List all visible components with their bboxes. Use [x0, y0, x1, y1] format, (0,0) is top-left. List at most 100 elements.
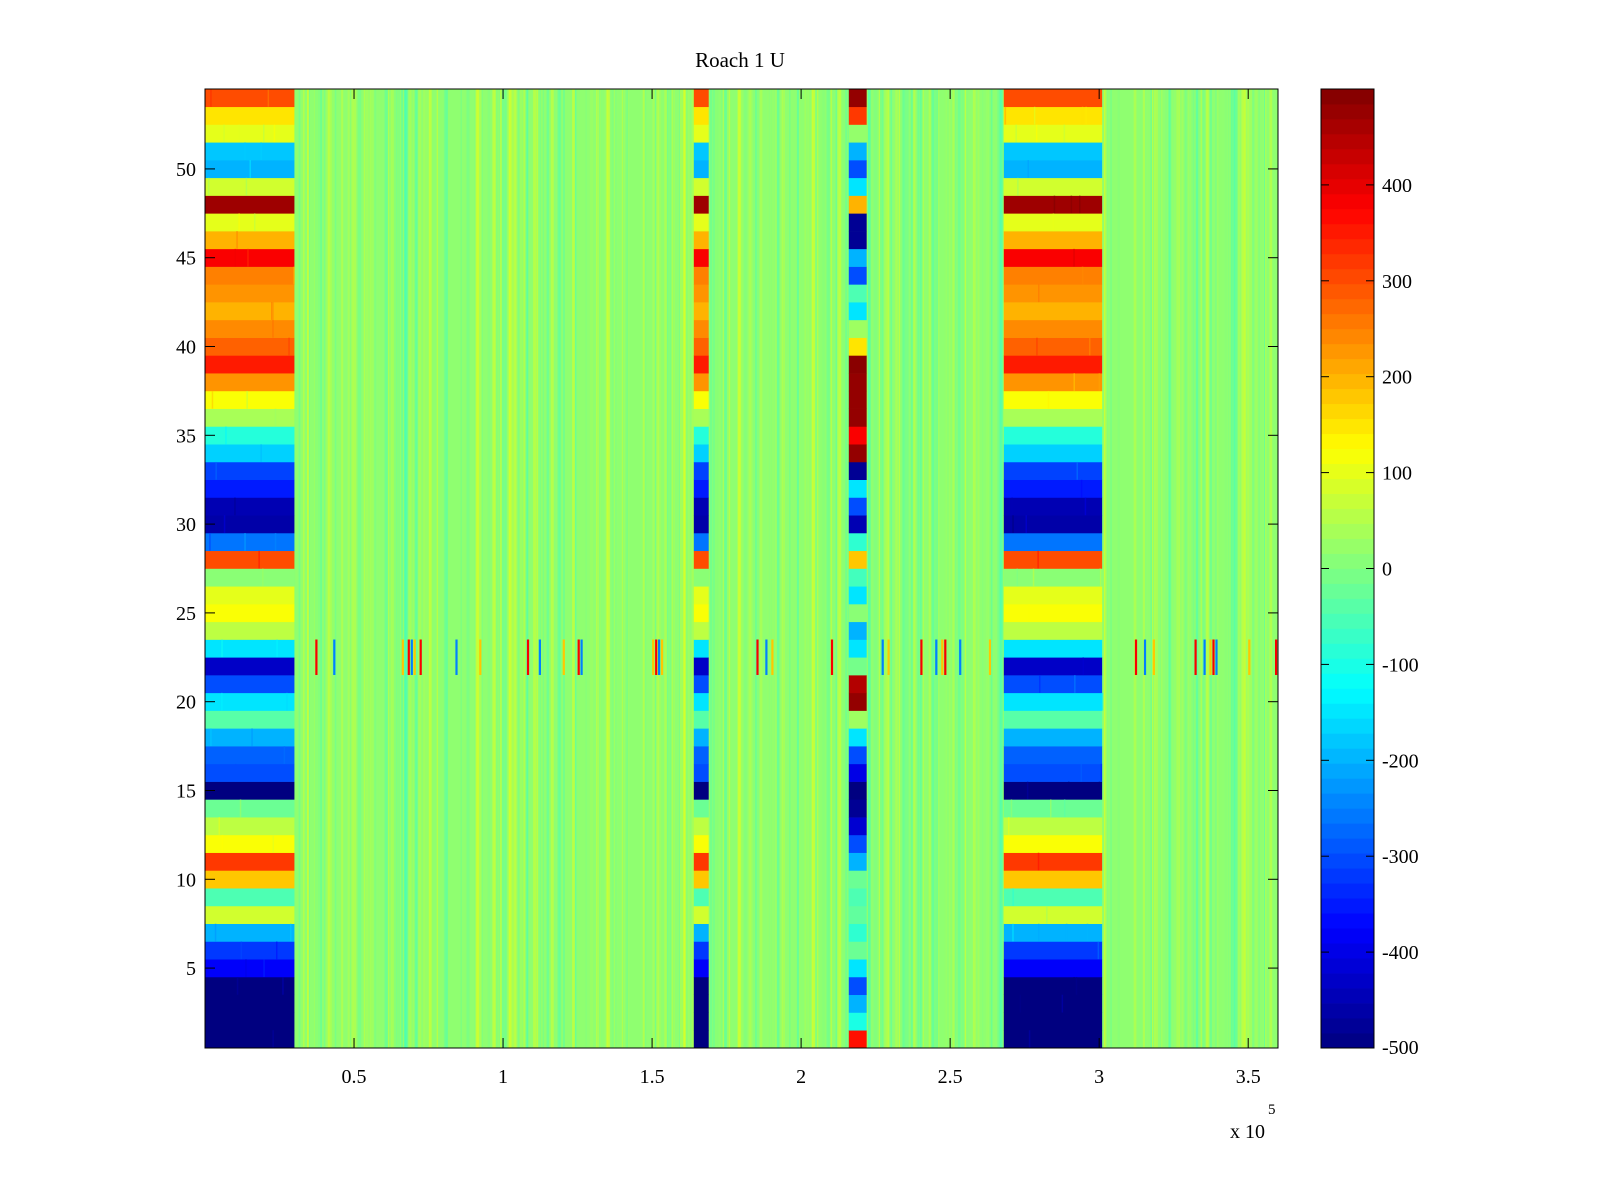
- noise-column: [724, 89, 728, 1048]
- noise-column: [601, 89, 604, 1048]
- heatmap-cell: [205, 319, 295, 338]
- band-texture: [1065, 923, 1068, 942]
- heatmap-cell: [848, 923, 867, 942]
- colorbar-step: [1321, 628, 1374, 644]
- noise-column: [913, 89, 916, 1048]
- y-tick-label: 25: [176, 603, 196, 625]
- spike-mark: [333, 639, 336, 675]
- noise-column: [332, 89, 336, 1048]
- heatmap-cell: [693, 941, 709, 960]
- noise-column: [397, 89, 400, 1048]
- band-texture: [1073, 373, 1075, 391]
- heatmap-cell: [693, 213, 709, 232]
- noise-column: [685, 89, 688, 1048]
- noise-column: [767, 89, 770, 1048]
- noise-column: [867, 89, 871, 1048]
- heatmap-cell: [205, 941, 295, 960]
- band-texture: [1098, 373, 1101, 391]
- colorbar-gradient: [1321, 89, 1374, 1049]
- noise-column: [753, 89, 756, 1048]
- heatmap-cell: [693, 177, 709, 196]
- noise-column: [755, 89, 757, 1048]
- heatmap-cell: [205, 479, 295, 498]
- heatmap-cell: [848, 1030, 867, 1049]
- noise-column: [921, 89, 924, 1048]
- noise-column: [341, 89, 343, 1048]
- heatmap-cell: [848, 106, 867, 125]
- noise-column: [1110, 89, 1112, 1048]
- noise-column: [1183, 89, 1185, 1048]
- heatmap-cell: [693, 817, 709, 836]
- colorbar-step: [1321, 868, 1374, 884]
- band-texture: [1080, 479, 1083, 498]
- band-texture: [1098, 781, 1101, 800]
- spike-mark: [580, 639, 583, 675]
- heatmap-cell: [693, 763, 709, 782]
- noise-column: [360, 89, 363, 1048]
- noise-column: [1216, 89, 1219, 1048]
- noise-column: [817, 89, 819, 1048]
- heatmap-cell: [848, 515, 867, 534]
- heatmap-cell: [205, 373, 295, 392]
- noise-column: [1224, 89, 1227, 1048]
- noise-column: [999, 89, 1003, 1048]
- noise-column: [323, 89, 326, 1048]
- heatmap-cell: [848, 1012, 867, 1031]
- noise-column: [1181, 89, 1184, 1048]
- colorbar-step: [1321, 883, 1374, 899]
- heatmap-cell: [848, 746, 867, 765]
- heatmap-cell: [693, 497, 709, 516]
- band-texture: [1037, 550, 1039, 569]
- noise-column: [658, 89, 662, 1048]
- noise-column: [680, 89, 684, 1048]
- spike-mark: [413, 639, 416, 675]
- heatmap-cell: [205, 692, 295, 711]
- noise-column: [1206, 89, 1208, 1048]
- band-texture: [218, 817, 220, 835]
- band-texture: [246, 390, 248, 409]
- noise-column: [776, 89, 780, 1048]
- x-tick-label: 2.5: [938, 1066, 963, 1088]
- noise-column: [515, 89, 518, 1048]
- noise-column: [318, 89, 322, 1048]
- noise-column: [542, 89, 544, 1048]
- heatmap-cell: [848, 479, 867, 498]
- noise-column: [541, 89, 543, 1048]
- noise-column: [558, 89, 562, 1048]
- noise-column: [668, 89, 671, 1048]
- heatmap-cell: [848, 408, 867, 427]
- noise-column: [512, 89, 514, 1048]
- band-texture: [1025, 515, 1027, 533]
- spike-mark: [1203, 639, 1206, 675]
- noise-column: [878, 89, 881, 1048]
- heatmap-cell: [205, 657, 295, 676]
- noise-column: [510, 89, 514, 1048]
- colorbar-step: [1321, 328, 1374, 345]
- heatmap-cell: [1003, 621, 1103, 640]
- heatmap-cell: [848, 692, 867, 711]
- colorbar-step: [1321, 823, 1374, 839]
- heatmap-cell: [205, 888, 295, 907]
- noise-column: [1251, 89, 1254, 1048]
- colorbar-step: [1321, 1003, 1374, 1019]
- x-tick-label: 1.5: [640, 1066, 665, 1088]
- heatmap-cell: [693, 248, 709, 267]
- band-texture: [1099, 568, 1101, 587]
- heatmap-cell: [848, 284, 867, 303]
- heatmap-cell: [848, 195, 867, 214]
- band-texture: [1073, 976, 1075, 995]
- heatmap-cell: [693, 959, 709, 978]
- band-texture: [235, 763, 237, 782]
- heatmap-cell: [693, 426, 709, 445]
- noise-column: [439, 89, 443, 1048]
- colorbar-tick-label: -400: [1382, 942, 1419, 964]
- noise-column: [414, 89, 418, 1048]
- noise-column: [1233, 89, 1236, 1048]
- noise-column: [906, 89, 909, 1048]
- heatmap-cell: [1003, 799, 1103, 818]
- heatmap-cell: [205, 763, 295, 782]
- spike-mark: [944, 639, 947, 675]
- band-texture: [283, 746, 286, 764]
- heatmap-cell: [693, 302, 709, 321]
- noise-column: [775, 89, 777, 1048]
